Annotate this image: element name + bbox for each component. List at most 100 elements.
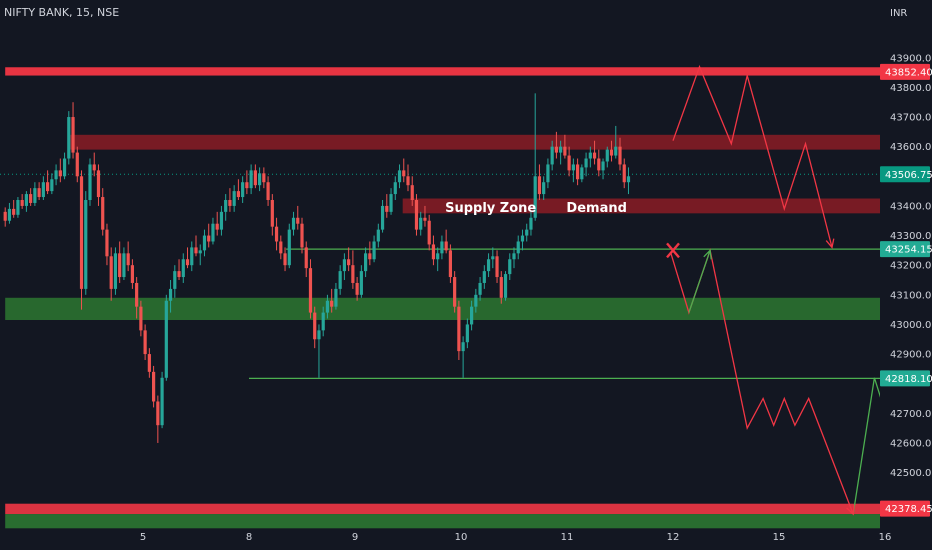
candle bbox=[559, 140, 563, 165]
candle-body bbox=[67, 117, 71, 159]
candle-body bbox=[168, 288, 173, 301]
candle bbox=[431, 235, 436, 266]
candle bbox=[626, 167, 631, 195]
candle bbox=[236, 179, 240, 200]
candle-body bbox=[317, 330, 321, 340]
price-badge-1 bbox=[880, 166, 930, 183]
candle-body bbox=[546, 164, 550, 183]
candle-body bbox=[291, 217, 296, 230]
price-tick-label: 43700.00 bbox=[890, 113, 932, 124]
candle-body bbox=[571, 164, 575, 171]
candle-body bbox=[410, 185, 414, 200]
candle bbox=[380, 200, 385, 233]
candle bbox=[546, 158, 550, 189]
candle-body bbox=[559, 146, 563, 153]
x-marker-icon bbox=[666, 242, 680, 259]
candle-body bbox=[440, 241, 444, 254]
zone-2 bbox=[5, 514, 880, 529]
candle bbox=[41, 176, 45, 200]
candle-body bbox=[101, 197, 105, 230]
candle-body bbox=[202, 235, 207, 251]
candle-body bbox=[113, 253, 118, 289]
candle-body bbox=[592, 152, 597, 159]
candle bbox=[224, 194, 228, 221]
candle bbox=[113, 247, 118, 295]
candle bbox=[177, 259, 181, 280]
candle-body bbox=[380, 205, 385, 230]
candle-body bbox=[495, 256, 499, 278]
zone-labels-layer: Supply Zone Demand bbox=[445, 201, 627, 216]
projection-green-arrowhead bbox=[703, 248, 712, 260]
candle bbox=[105, 223, 109, 266]
candle bbox=[368, 241, 372, 266]
candle bbox=[508, 253, 512, 280]
candle-body bbox=[185, 259, 190, 266]
projection-red-path bbox=[672, 64, 833, 248]
candle bbox=[592, 140, 597, 165]
candle-body bbox=[419, 217, 423, 230]
candle-body bbox=[160, 377, 164, 426]
candle bbox=[618, 137, 622, 171]
candle bbox=[16, 197, 20, 218]
candle bbox=[228, 188, 232, 212]
candle-body bbox=[402, 170, 406, 177]
candle bbox=[520, 229, 525, 251]
price-tick-label: 43200.00 bbox=[890, 261, 932, 272]
candle bbox=[453, 271, 457, 313]
zone-4 bbox=[68, 134, 881, 150]
candle bbox=[92, 152, 96, 177]
candle bbox=[427, 214, 431, 251]
candle-body bbox=[376, 229, 380, 242]
time-axis[interactable]: 5 8 9 10 11 12 15 16 bbox=[140, 532, 892, 543]
candle-body bbox=[614, 146, 618, 156]
price-tick-label: 43800.00 bbox=[890, 83, 932, 94]
candle bbox=[554, 131, 558, 159]
candle-body bbox=[37, 188, 41, 198]
candle-body bbox=[219, 211, 224, 230]
price-axis[interactable]: 43900.00 43800.00 43700.00 43600.00 43400.00… bbox=[880, 0, 932, 550]
candle bbox=[46, 170, 50, 195]
candle-body bbox=[16, 200, 20, 215]
candle bbox=[168, 280, 173, 313]
candle-body bbox=[347, 259, 351, 266]
time-tick-label: 9 bbox=[352, 532, 358, 543]
candle-body bbox=[393, 182, 397, 195]
projection-red-arrowhead bbox=[825, 238, 835, 249]
candle-body bbox=[50, 179, 54, 192]
candle-body bbox=[609, 149, 614, 156]
candle bbox=[465, 318, 469, 349]
candle-body bbox=[126, 253, 130, 266]
candle bbox=[143, 324, 147, 360]
candle-body bbox=[62, 158, 67, 177]
candle-body bbox=[143, 330, 147, 355]
candle-body bbox=[177, 271, 181, 278]
candle-body bbox=[448, 250, 452, 278]
candle-body bbox=[173, 271, 177, 289]
candle-body bbox=[262, 173, 266, 183]
candle-body bbox=[207, 235, 211, 242]
candle bbox=[109, 247, 113, 301]
time-tick-label: 15 bbox=[773, 532, 786, 543]
candle-body bbox=[274, 226, 279, 242]
candle-body bbox=[482, 271, 486, 283]
candle bbox=[601, 158, 605, 180]
candle-body bbox=[29, 194, 33, 203]
candle-body bbox=[41, 182, 45, 198]
candle bbox=[164, 294, 168, 381]
candle bbox=[126, 241, 130, 272]
candle-body bbox=[325, 300, 330, 313]
candle bbox=[122, 247, 126, 280]
candle bbox=[62, 152, 67, 180]
candle-body bbox=[385, 205, 389, 212]
candle-body bbox=[198, 250, 202, 254]
zone-1 bbox=[5, 503, 880, 515]
candle-body bbox=[618, 146, 622, 165]
price-tick-label: 43100.00 bbox=[890, 290, 932, 301]
candle bbox=[397, 164, 402, 189]
candle bbox=[33, 182, 37, 206]
candle-body bbox=[287, 229, 291, 266]
candle-body bbox=[338, 271, 342, 289]
candle-body bbox=[279, 241, 283, 254]
time-tick-label: 5 bbox=[140, 532, 146, 543]
